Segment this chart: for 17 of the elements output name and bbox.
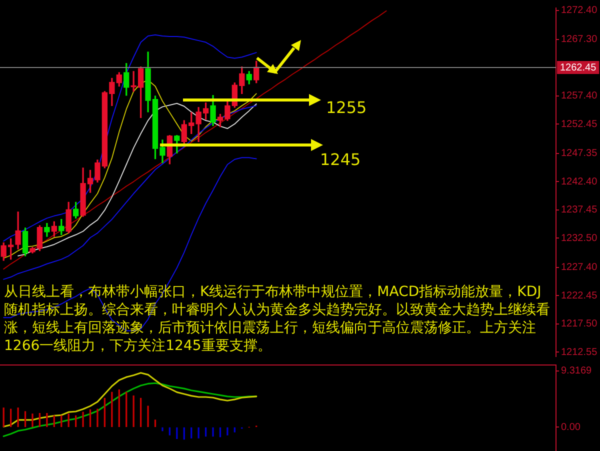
y-tick-label: 1252.45 [561,118,598,130]
y-tick-label: 1272.40 [561,5,598,16]
y-tick-label: 1267.30 [561,34,598,46]
y-tick-label: 1247.35 [561,148,598,160]
y-tick-label: 1212.55 [561,346,598,358]
ref-line-label: 1262.45 [560,62,597,74]
y-tick-label: 1227.40 [561,262,598,274]
y-tick-label: 1257.40 [561,90,598,102]
annotation: 1255 [326,98,367,118]
y-tick-label: 1242.40 [561,176,598,188]
y-tick-label: 9.3169 [561,366,592,377]
y-tick-label: 0.00 [561,422,581,433]
y-tick-label: 1217.50 [561,318,598,330]
y-tick-label: 1222.45 [561,290,598,302]
annotation: 1245 [320,150,361,170]
y-tick-label: 1237.45 [561,204,598,216]
y-tick-label: 1232.50 [561,232,598,244]
